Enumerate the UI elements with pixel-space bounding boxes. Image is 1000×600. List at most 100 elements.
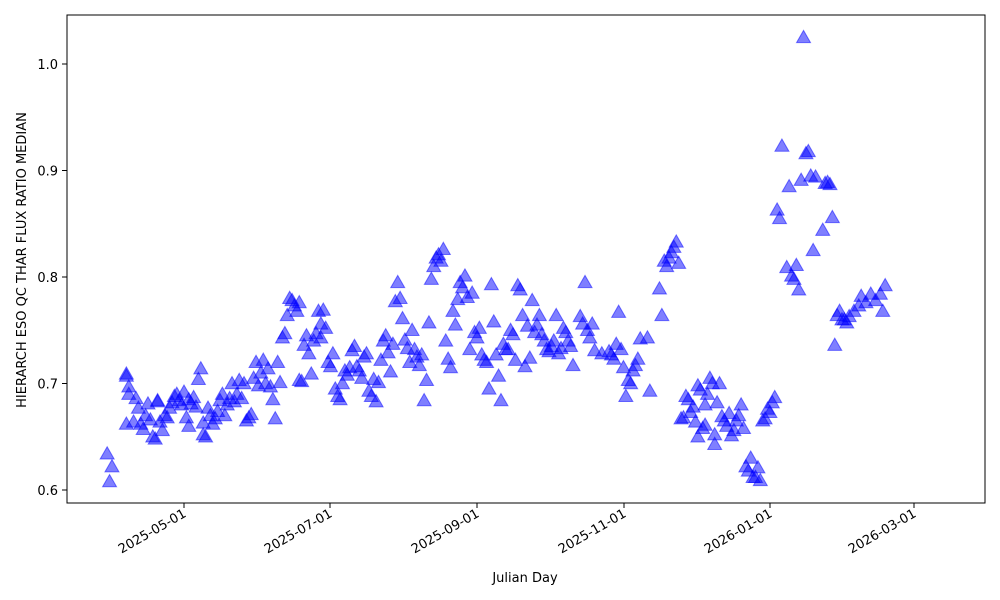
data-point <box>877 277 894 292</box>
data-point <box>752 472 769 487</box>
data-point <box>101 473 118 488</box>
data-point <box>447 316 464 331</box>
data-point <box>461 341 478 356</box>
data-point <box>658 258 675 273</box>
data-point <box>699 386 716 400</box>
data-point <box>142 411 159 426</box>
data-point <box>180 418 197 432</box>
data-point <box>272 374 288 389</box>
data-point <box>276 325 293 340</box>
data-point <box>442 359 459 374</box>
data-point <box>565 357 581 372</box>
data-point <box>99 445 116 460</box>
data-point <box>584 315 601 330</box>
data-point <box>358 345 375 360</box>
plot-frame <box>66 14 986 504</box>
data-point <box>485 313 502 328</box>
data-point <box>389 274 406 289</box>
data-point <box>507 352 524 366</box>
data-point <box>216 407 233 422</box>
data-point <box>404 322 420 336</box>
data-point <box>478 354 495 368</box>
data-point <box>490 368 507 382</box>
data-point <box>514 307 531 322</box>
data-point <box>303 365 320 380</box>
data-point <box>692 381 709 396</box>
data-point <box>629 350 646 365</box>
data-point <box>639 329 656 344</box>
data-point <box>762 404 778 419</box>
data-point <box>709 394 725 409</box>
data-point <box>500 341 517 356</box>
data-point <box>264 391 281 406</box>
data-point <box>454 279 471 294</box>
data-point <box>233 390 250 405</box>
data-point <box>394 310 411 325</box>
data-point <box>416 392 432 407</box>
data-point <box>505 326 521 341</box>
data-point <box>332 391 348 406</box>
data-point <box>524 292 541 307</box>
data-point <box>824 209 841 224</box>
data-point <box>385 336 401 350</box>
data-point <box>120 386 137 400</box>
data-point <box>872 286 889 300</box>
data-point <box>711 375 728 390</box>
data-point <box>668 233 685 248</box>
data-point <box>670 255 687 269</box>
y-tick-label: 0.6 <box>37 484 58 499</box>
data-point <box>690 428 706 443</box>
data-point <box>685 398 701 413</box>
data-point <box>243 406 260 421</box>
data-point <box>613 341 629 356</box>
data-point <box>185 389 202 404</box>
data-point <box>774 137 790 152</box>
data-point <box>334 375 351 390</box>
data-point <box>617 388 634 403</box>
data-point <box>380 344 396 359</box>
data-point <box>721 405 737 420</box>
y-tick-label: 0.7 <box>37 378 58 393</box>
data-point <box>411 357 428 372</box>
y-tick-label: 1.0 <box>37 58 58 73</box>
data-point <box>814 222 831 236</box>
data-point <box>512 281 529 296</box>
data-point <box>301 345 317 360</box>
data-point <box>531 307 548 322</box>
data-point <box>457 267 473 282</box>
data-point <box>697 396 713 411</box>
data-point <box>469 329 485 344</box>
data-point <box>610 304 627 318</box>
data-point <box>135 421 152 436</box>
data-point <box>392 290 408 305</box>
data-point <box>548 307 565 322</box>
data-point <box>481 380 497 395</box>
data-point <box>605 350 622 365</box>
data-point <box>289 303 305 317</box>
data-point <box>577 274 593 289</box>
data-point <box>325 345 341 360</box>
data-point <box>800 143 817 158</box>
data-point <box>771 210 788 225</box>
data-point <box>826 337 843 351</box>
x-axis-label: Julian Day <box>491 571 558 586</box>
data-point <box>651 280 668 295</box>
data-point <box>418 372 435 387</box>
data-point <box>118 368 135 382</box>
data-point <box>790 281 807 296</box>
data-point <box>654 307 670 322</box>
data-point <box>735 420 752 434</box>
data-point <box>437 332 454 347</box>
data-point <box>687 413 704 428</box>
data-point <box>788 257 805 272</box>
data-point <box>255 352 272 366</box>
data-points <box>99 29 894 488</box>
y-axis-ticks: 0.6 0.7 0.8 0.9 1.0 <box>37 58 67 499</box>
data-point <box>315 302 332 316</box>
data-point <box>464 284 481 299</box>
data-point <box>293 373 310 388</box>
data-point <box>641 382 658 397</box>
data-point <box>433 253 449 267</box>
data-point <box>128 390 144 405</box>
